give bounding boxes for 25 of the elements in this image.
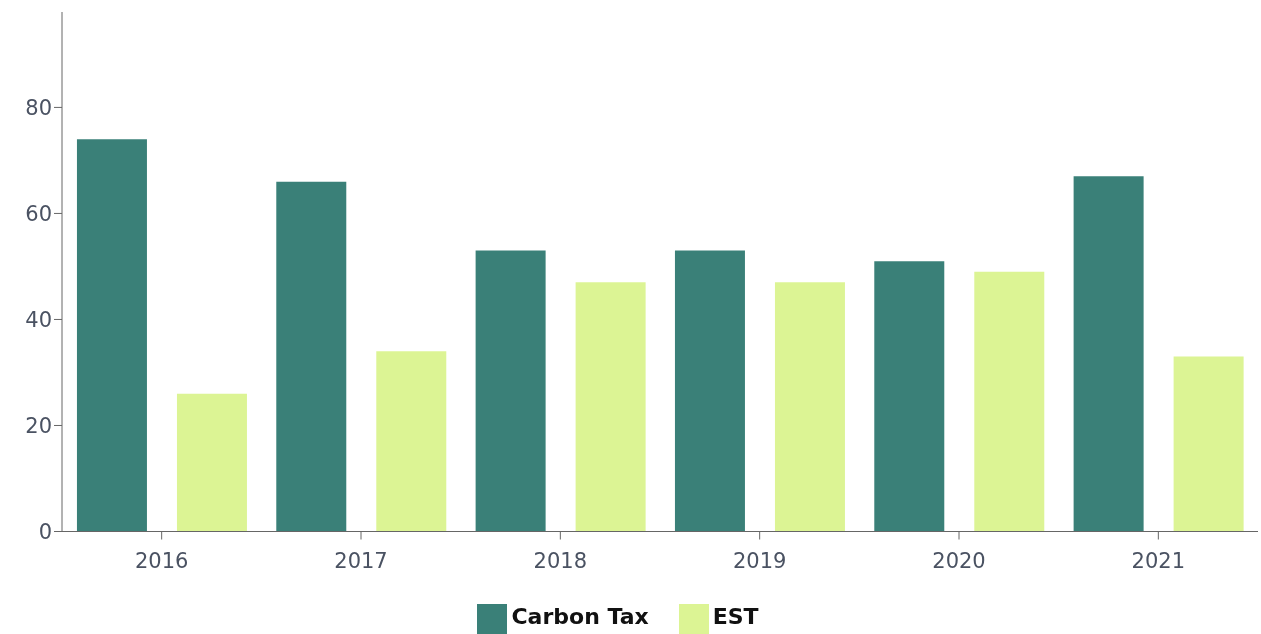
x-tick-label: 2021 [1131,549,1186,574]
x-tick-label: 2017 [334,549,388,574]
legend-label: EST [712,603,759,629]
y-tick-label: 0 [38,519,52,544]
bar [76,139,147,532]
bar [974,271,1045,532]
bar [376,351,447,532]
x-tick-label: 2016 [134,549,189,574]
bar [575,282,646,532]
x-tick-label: 2019 [732,549,787,574]
bar [276,181,347,532]
bar [176,393,247,532]
x-tick-label: 2018 [533,549,588,574]
bar [874,261,945,532]
bar [1073,176,1144,532]
y-tick-label: 40 [25,307,52,332]
bar [774,282,845,532]
bar [1173,356,1244,532]
y-tick-label: 80 [25,95,52,120]
y-tick-label: 60 [25,201,52,226]
x-tick-label: 2020 [932,549,986,574]
y-tick-label: 20 [25,413,52,438]
bar [674,250,745,532]
legend-label: Carbon Tax [511,603,649,629]
bar [475,250,546,532]
